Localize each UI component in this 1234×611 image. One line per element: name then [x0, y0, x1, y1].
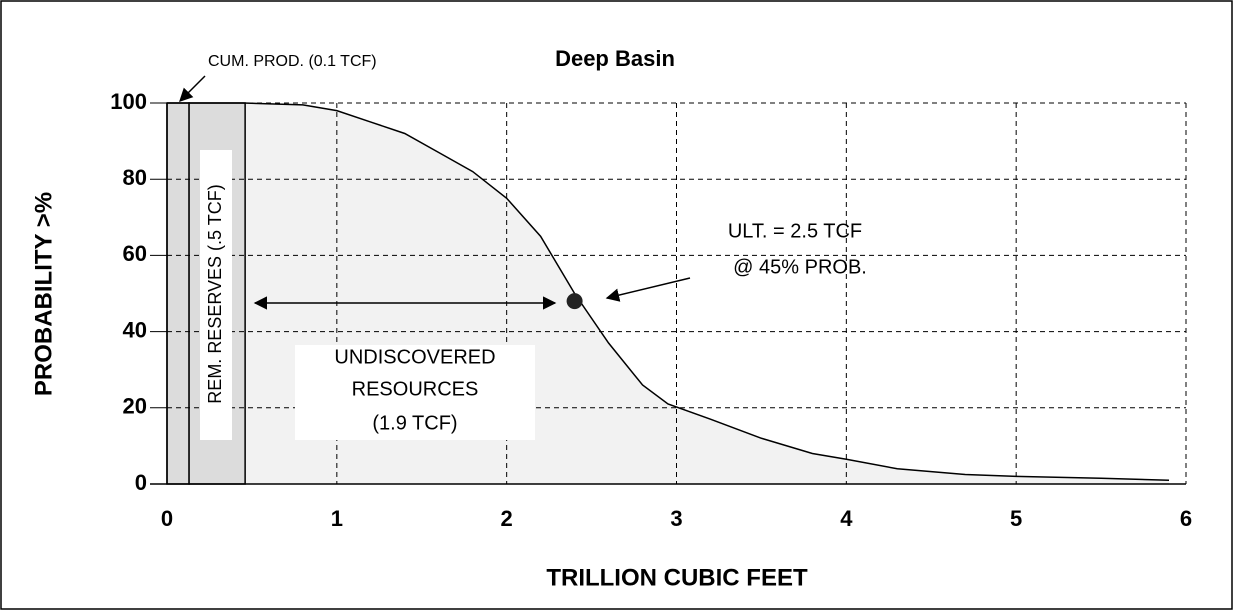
arrow — [605, 277, 691, 302]
x-tick-label: 0 — [161, 506, 173, 531]
label-box — [200, 150, 232, 440]
ult-label: @ 45% PROB. — [733, 256, 867, 278]
x-tick-label: 4 — [840, 506, 853, 531]
x-tick-label: 3 — [670, 506, 682, 531]
y-axis-label: PROBABILITY >% — [30, 192, 57, 396]
y-tick-label: 40 — [123, 317, 147, 342]
y-tick-label: 0 — [135, 470, 147, 495]
x-tick-label: 2 — [501, 506, 513, 531]
x-tick-label: 6 — [1180, 506, 1192, 531]
y-tick-label: 100 — [110, 89, 147, 114]
y-tick-label: 60 — [123, 241, 147, 266]
reserves-label: REM. RESERVES (.5 TCF) — [205, 184, 225, 403]
undiscovered-label: (1.9 TCF) — [372, 412, 457, 434]
y-tick-label: 20 — [123, 394, 147, 419]
cum-prod-label: CUM. PROD. (0.1 TCF) — [208, 53, 377, 70]
undiscovered-label: UNDISCOVERED — [334, 346, 495, 368]
ult-label: ULT. = 2.5 TCF — [728, 220, 862, 242]
shaded-range — [166, 102, 190, 485]
arrow — [179, 75, 206, 102]
label-box — [295, 345, 535, 440]
x-tick-label: 1 — [331, 506, 343, 531]
x-axis-label: TRILLION CUBIC FEET — [546, 564, 808, 591]
curve — [167, 102, 1170, 481]
undiscovered-label: RESOURCES — [352, 378, 479, 400]
y-tick-label: 80 — [123, 165, 147, 190]
chart-title: Deep Basin — [555, 46, 675, 71]
x-tick-label: 5 — [1010, 506, 1022, 531]
point — [566, 293, 583, 310]
